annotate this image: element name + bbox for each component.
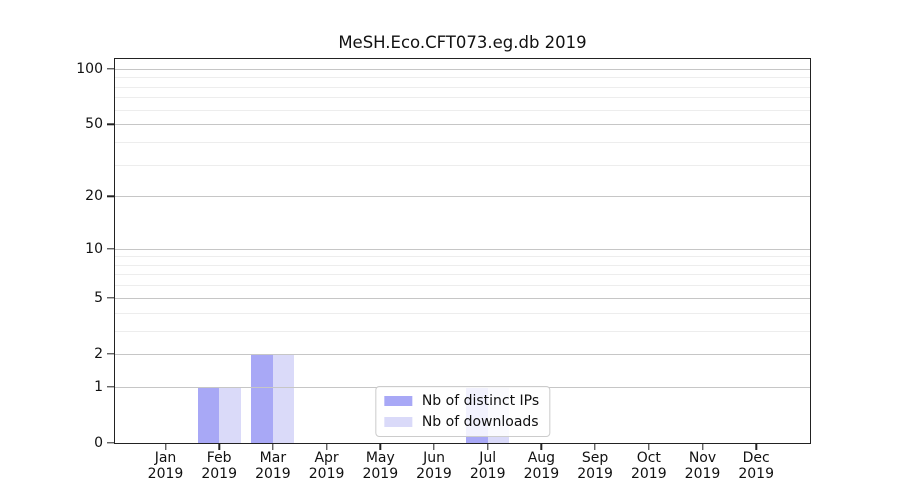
x-tick-year: 2019 bbox=[255, 465, 291, 482]
legend-swatch bbox=[383, 396, 412, 406]
y-tick-mark bbox=[107, 442, 114, 444]
x-tick-label: Jan 2019 bbox=[129, 450, 203, 482]
y-tick-mark bbox=[107, 386, 114, 388]
x-tick-year: 2019 bbox=[362, 465, 399, 482]
x-tick-year: 2019 bbox=[523, 465, 560, 482]
x-tick-year: 2019 bbox=[469, 465, 506, 482]
x-tick-month: Oct bbox=[636, 450, 661, 466]
plot-area: 0 1 2 5 10 20 50 100 Jan 2019 Feb 2019 Mar 2019 Apr 201… bbox=[76, 58, 811, 481]
bar-nb-of-downloads bbox=[272, 353, 295, 443]
x-tick-label: Dec 2019 bbox=[719, 450, 793, 482]
y-tick-mark bbox=[107, 195, 114, 197]
minor-gridline bbox=[115, 274, 810, 276]
major-gridline bbox=[115, 297, 810, 299]
x-tick-label: Nov 2019 bbox=[666, 450, 740, 482]
legend-label: Nb of distinct IPs bbox=[421, 393, 540, 409]
x-tick-label: May 2019 bbox=[343, 450, 417, 482]
x-tick-mark bbox=[325, 444, 328, 451]
x-tick-label: Aug 2019 bbox=[504, 450, 578, 482]
y-tick-label: 1 bbox=[94, 378, 103, 395]
minor-gridline bbox=[115, 330, 810, 332]
x-tick-month: Nov bbox=[688, 450, 717, 466]
y-tick-label: 50 bbox=[85, 116, 103, 133]
bar-nb-of-downloads bbox=[219, 386, 241, 443]
x-tick-year: 2019 bbox=[630, 465, 667, 482]
x-tick-mark bbox=[218, 444, 220, 451]
minor-gridline bbox=[115, 109, 810, 111]
x-tick-year: 2019 bbox=[201, 465, 237, 482]
x-tick-mark bbox=[540, 444, 543, 451]
x-tick-month: Jul bbox=[479, 450, 497, 466]
minor-gridline bbox=[115, 312, 810, 314]
major-gridline bbox=[115, 68, 810, 70]
y-tick-mark bbox=[107, 297, 114, 299]
legend-row: Nb of downloads bbox=[383, 414, 539, 430]
y-tick-label: 0 bbox=[94, 435, 103, 451]
x-tick-month: Feb bbox=[206, 450, 232, 466]
x-tick-label: Jul 2019 bbox=[451, 450, 525, 482]
x-tick-year: 2019 bbox=[684, 465, 721, 482]
x-tick-label: Sep 2019 bbox=[558, 450, 632, 482]
y-tick-mark bbox=[107, 68, 114, 70]
x-tick-mark bbox=[433, 444, 435, 451]
x-tick-mark bbox=[755, 444, 757, 451]
x-tick-year: 2019 bbox=[577, 465, 613, 482]
x-tick-mark bbox=[648, 444, 650, 451]
x-tick-mark bbox=[164, 444, 167, 451]
x-tick-mark bbox=[594, 444, 596, 451]
y-tick-label: 5 bbox=[94, 289, 103, 306]
x-tick-month: Jan bbox=[154, 450, 177, 466]
y-tick-label: 100 bbox=[76, 60, 103, 77]
bar-nb-of-distinct-ips bbox=[197, 386, 220, 443]
x-tick-month: Dec bbox=[742, 450, 770, 466]
x-tick-mark bbox=[379, 444, 381, 451]
x-tick-mark bbox=[701, 444, 704, 451]
y-tick-label: 2 bbox=[94, 345, 103, 362]
x-tick-year: 2019 bbox=[147, 465, 184, 482]
x-tick-mark bbox=[486, 444, 489, 451]
x-tick-month: Mar bbox=[259, 450, 287, 466]
x-tick-month: May bbox=[365, 450, 395, 466]
legend: Nb of distinct IPs Nb of downloads bbox=[374, 386, 551, 437]
y-tick-mark bbox=[107, 247, 114, 250]
chart-title: MeSH.Eco.CFT073.eg.db 2019 bbox=[338, 33, 587, 52]
x-tick-label: Apr 2019 bbox=[290, 450, 364, 482]
x-tick-month: Jun bbox=[423, 450, 445, 466]
x-tick-month: Apr bbox=[314, 450, 339, 466]
legend-label: Nb of downloads bbox=[421, 414, 539, 430]
minor-gridline bbox=[115, 256, 810, 258]
major-gridline bbox=[115, 124, 810, 126]
minor-gridline bbox=[115, 97, 810, 99]
x-tick-month: Sep bbox=[581, 450, 609, 466]
minor-gridline bbox=[115, 285, 810, 287]
x-tick-label: Feb 2019 bbox=[182, 450, 256, 482]
x-tick-mark bbox=[272, 444, 274, 451]
major-gridline bbox=[115, 248, 810, 250]
x-tick-year: 2019 bbox=[416, 465, 452, 482]
legend-swatch bbox=[383, 417, 412, 427]
minor-gridline bbox=[115, 164, 810, 166]
minor-gridline bbox=[115, 77, 810, 79]
x-tick-month: Aug bbox=[527, 450, 556, 466]
y-tick-mark bbox=[107, 353, 114, 355]
y-tick-label: 20 bbox=[85, 188, 103, 205]
major-gridline bbox=[115, 196, 810, 198]
x-tick-label: Oct 2019 bbox=[612, 450, 686, 482]
x-tick-label: Jun 2019 bbox=[397, 450, 471, 482]
x-tick-label: Mar 2019 bbox=[236, 450, 310, 482]
legend-row: Nb of distinct IPs bbox=[383, 393, 540, 409]
y-tick-label: 10 bbox=[85, 240, 103, 257]
x-tick-year: 2019 bbox=[308, 465, 345, 482]
bar-nb-of-distinct-ips bbox=[251, 353, 273, 443]
minor-gridline bbox=[115, 86, 810, 88]
x-tick-year: 2019 bbox=[738, 465, 774, 482]
minor-gridline bbox=[115, 264, 810, 266]
y-tick-mark bbox=[107, 123, 114, 125]
major-gridline bbox=[115, 353, 810, 355]
minor-gridline bbox=[115, 141, 810, 143]
